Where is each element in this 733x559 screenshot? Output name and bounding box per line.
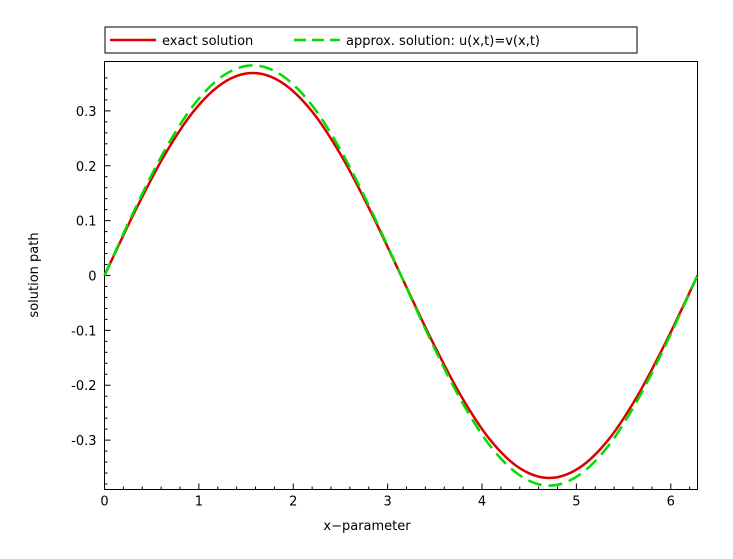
- y-tick-label: 0.1: [76, 215, 97, 230]
- y-axis-title: solution path: [27, 232, 42, 317]
- y-axis-ticks: 0.3 0.2 0.1 0 -0.1 -0.2 -0.3: [71, 77, 111, 485]
- y-tick-label: -0.1: [71, 324, 96, 339]
- y-tick-label: 0.3: [76, 105, 97, 120]
- x-tick-label: 2: [289, 495, 297, 510]
- x-axis-title: x−parameter: [323, 519, 411, 534]
- x-tick-label: 1: [195, 495, 203, 510]
- x-tick-label: 3: [383, 495, 391, 510]
- x-tick-label: 4: [478, 495, 486, 510]
- legend-label-exact-solution: exact solution: [162, 34, 253, 49]
- legend-label-approx-solution: approx. solution: u(x,t)=v(x,t): [346, 34, 540, 49]
- series-layer: [103, 64, 699, 487]
- y-tick-label: -0.2: [71, 379, 96, 394]
- x-tick-label: 5: [572, 495, 580, 510]
- y-tick-label: -0.3: [71, 434, 96, 449]
- y-tick-label: 0.2: [76, 160, 97, 175]
- x-tick-label: 6: [667, 495, 675, 510]
- y-tick-label: 0: [88, 270, 96, 285]
- legend-box: [104, 26, 638, 54]
- series-line-approx-solution: [103, 64, 699, 487]
- legend: exact solution approx. solution: u(x,t)=…: [104, 26, 638, 54]
- x-axis-ticks: 0 1 2 3 4 5 6: [100, 483, 691, 510]
- x-tick-label: 0: [100, 495, 108, 510]
